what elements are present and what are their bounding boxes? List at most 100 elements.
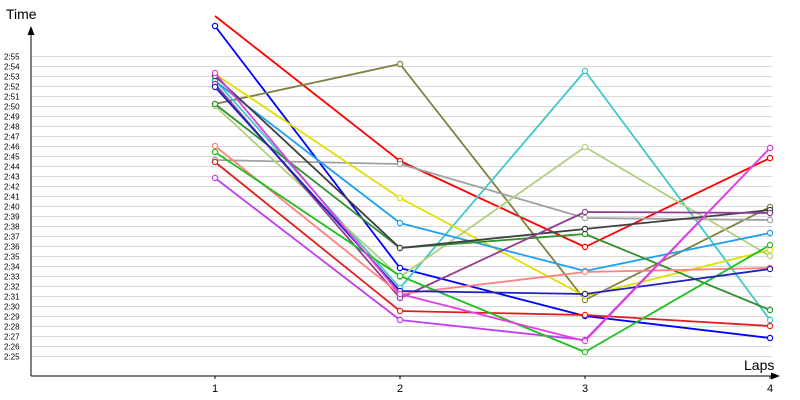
y-tick-labels: 2:252:262:272:282:292:302:312:322:332:34… [4, 53, 20, 362]
x-tick-label: 2 [397, 383, 403, 395]
y-tick-label: 2:30 [4, 303, 20, 312]
data-point [396, 244, 404, 252]
data-point [581, 214, 589, 222]
y-tick-label: 2:25 [4, 353, 20, 362]
y-tick-label: 2:37 [4, 233, 20, 242]
y-tick-label: 2:54 [4, 63, 20, 72]
x-tick-labels: 1 2 3 4 [212, 376, 773, 395]
data-point [396, 219, 404, 227]
y-tick-label: 2:44 [4, 163, 20, 172]
y-tick-label: 2:29 [4, 313, 20, 322]
data-point [581, 311, 589, 319]
series-line [214, 80, 771, 272]
series-line [214, 75, 771, 249]
data-point [766, 144, 774, 152]
data-point [396, 194, 404, 202]
y-tick-label: 2:41 [4, 193, 20, 202]
data-point [581, 67, 589, 75]
data-point [211, 174, 219, 182]
series-line [214, 86, 771, 295]
x-axis-arrow-icon [771, 372, 780, 380]
data-point [211, 100, 219, 108]
data-point [581, 208, 589, 216]
series-line [214, 103, 771, 311]
data-point [396, 316, 404, 324]
data-point [766, 316, 774, 324]
series-14 [211, 158, 774, 330]
data-point [766, 216, 774, 224]
data-point [396, 264, 404, 272]
y-tick-label: 2:32 [4, 283, 20, 292]
x-tick-label: 4 [767, 383, 773, 395]
y-tick-label: 2:27 [4, 333, 20, 342]
data-point [211, 158, 219, 166]
series-line [214, 83, 771, 299]
y-tick-label: 2:43 [4, 173, 20, 182]
series-15 [211, 148, 774, 356]
series-line [214, 161, 771, 327]
data-point [766, 154, 774, 162]
y-axis-title: Time [6, 6, 37, 22]
y-tick-label: 2:53 [4, 73, 20, 82]
y-tick-label: 2:47 [4, 133, 20, 142]
series-16 [211, 83, 774, 298]
data-point [766, 322, 774, 330]
data-point [581, 290, 589, 298]
y-tick-label: 2:50 [4, 103, 20, 112]
y-tick-label: 2:51 [4, 93, 20, 102]
data-point [766, 306, 774, 314]
series-line [214, 73, 771, 297]
data-point [766, 265, 774, 273]
series-lines [211, 15, 774, 356]
data-point [396, 272, 404, 280]
y-tick-label: 2:46 [4, 143, 20, 152]
series-line [214, 145, 771, 295]
series-line [214, 151, 771, 353]
y-tick-label: 2:35 [4, 253, 20, 262]
series-line [214, 72, 771, 342]
x-tick-label: 3 [582, 383, 588, 395]
data-point [581, 268, 589, 276]
data-point [581, 337, 589, 345]
data-point [211, 148, 219, 156]
data-point [766, 241, 774, 249]
y-axis-arrow-icon [27, 26, 35, 35]
y-tick-label: 2:40 [4, 203, 20, 212]
grid-lines [31, 56, 772, 357]
data-point [211, 83, 219, 91]
y-tick-label: 2:31 [4, 293, 20, 302]
series-1 [214, 15, 774, 251]
data-point [581, 243, 589, 251]
y-tick-label: 2:48 [4, 123, 20, 132]
data-point [211, 142, 219, 150]
x-axis-title: Laps [744, 357, 774, 373]
data-point [211, 69, 219, 77]
data-point [396, 60, 404, 68]
series-line [214, 63, 771, 301]
data-point [766, 252, 774, 260]
data-point [766, 229, 774, 237]
series-6 [211, 70, 774, 300]
y-tick-label: 2:33 [4, 273, 20, 282]
data-point [211, 22, 219, 30]
y-tick-label: 2:52 [4, 83, 20, 92]
y-tick-label: 2:26 [4, 343, 20, 352]
y-tick-label: 2:28 [4, 323, 20, 332]
axes: Time Laps [6, 6, 780, 380]
y-tick-label: 2:55 [4, 53, 20, 62]
y-tick-label: 2:39 [4, 213, 20, 222]
data-point [581, 143, 589, 151]
data-point [581, 225, 589, 233]
y-tick-label: 2:45 [4, 153, 20, 162]
data-point [396, 160, 404, 168]
data-point [766, 334, 774, 342]
y-tick-label: 2:38 [4, 223, 20, 232]
y-tick-label: 2:36 [4, 243, 20, 252]
data-point [396, 307, 404, 315]
y-tick-label: 2:42 [4, 183, 20, 192]
data-point [396, 290, 404, 298]
y-tick-label: 2:34 [4, 263, 20, 272]
series-17 [211, 69, 774, 345]
